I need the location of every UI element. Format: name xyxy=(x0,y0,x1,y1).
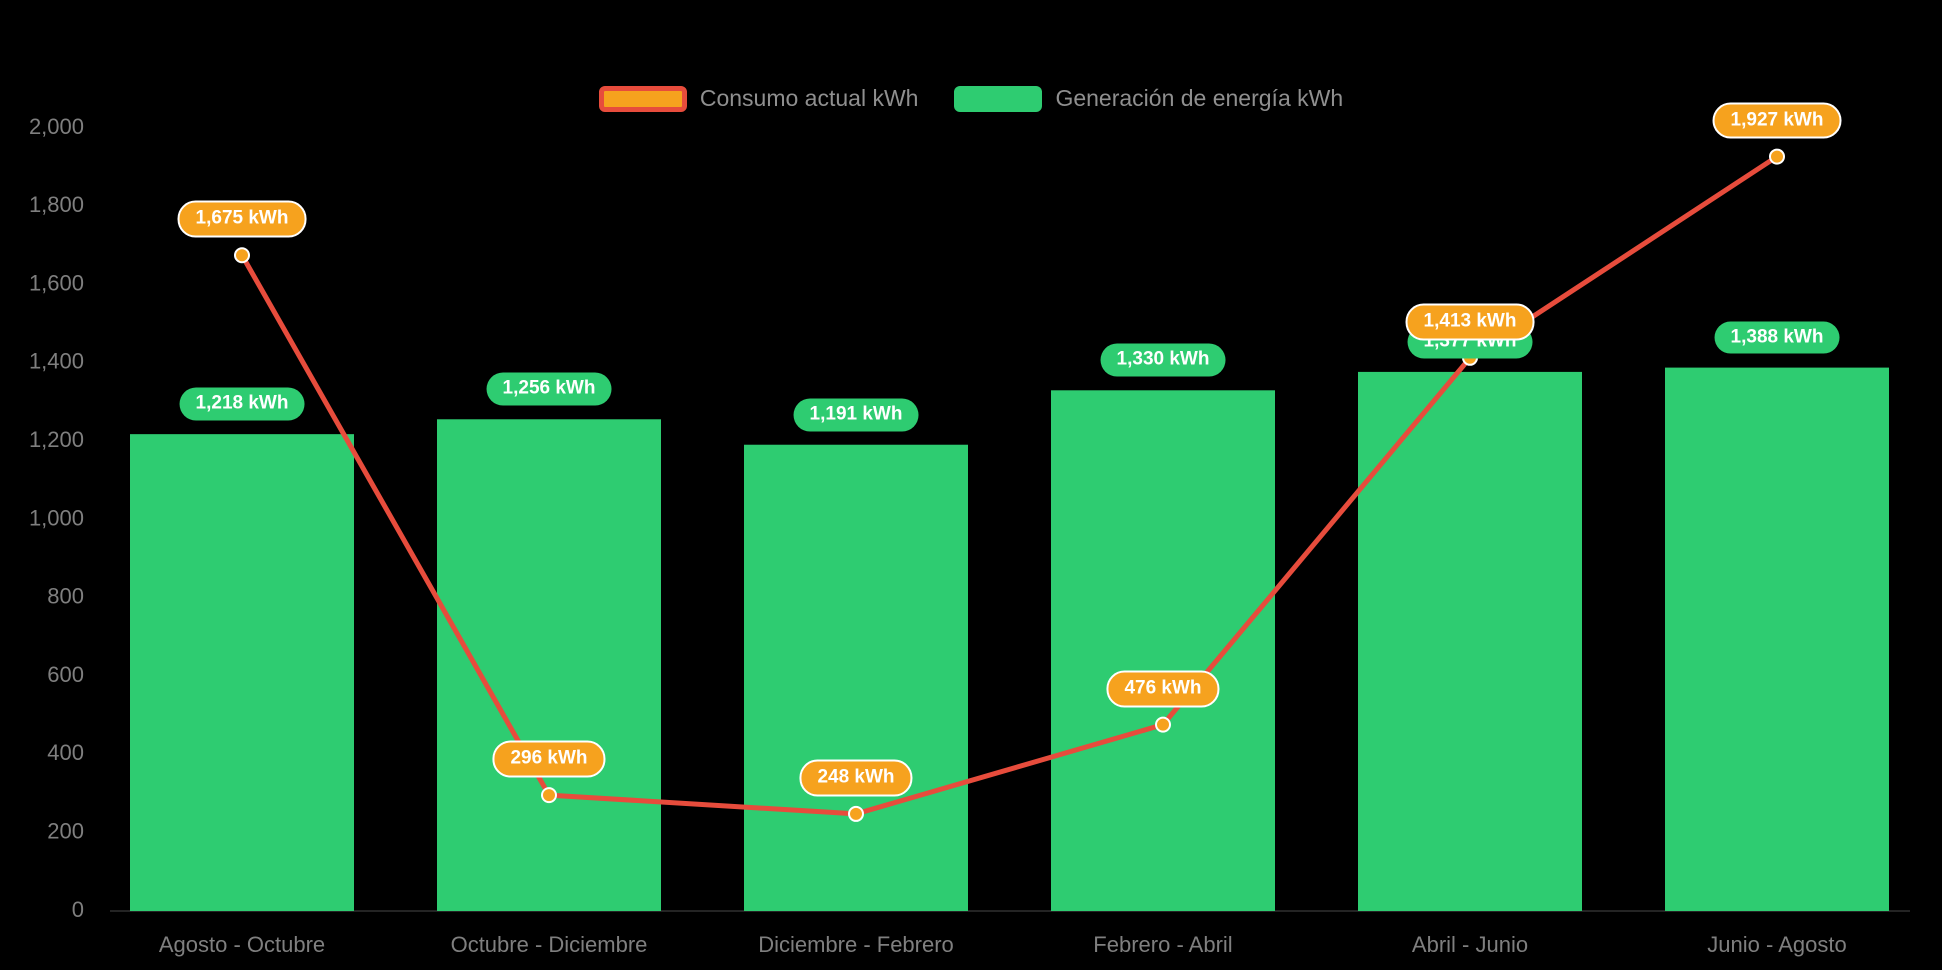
legend-label-generacion: Generación de energía kWh xyxy=(1055,85,1344,111)
x-category-label: Abril - Junio xyxy=(1412,932,1528,957)
generation-bar[interactable] xyxy=(130,434,354,911)
bar-value-label: 1,191 kWh xyxy=(793,398,919,432)
y-tick-label: 1,200 xyxy=(29,427,84,452)
x-category-label: Febrero - Abril xyxy=(1093,932,1232,957)
data-point-marker[interactable] xyxy=(848,805,864,822)
generation-bar[interactable] xyxy=(1358,371,1582,911)
y-tick-label: 200 xyxy=(47,819,84,844)
consumo-swatch-icon xyxy=(598,85,687,112)
x-category-label: Octubre - Diciembre xyxy=(451,932,648,957)
bar-value-label: 1,256 kWh xyxy=(486,372,612,406)
bar-value-label: 1,218 kWh xyxy=(179,387,305,421)
y-tick-label: 0 xyxy=(72,897,84,922)
y-tick-label: 800 xyxy=(47,584,84,609)
y-tick-label: 1,800 xyxy=(29,192,84,217)
bar-value-label: 1,330 kWh xyxy=(1100,343,1226,377)
y-tick-label: 1,400 xyxy=(29,349,84,374)
data-point-marker[interactable] xyxy=(541,787,557,804)
generation-bar[interactable] xyxy=(1665,367,1889,911)
line-value-label: 248 kWh xyxy=(799,759,913,797)
line-value-label: 1,675 kWh xyxy=(177,200,307,238)
line-value-label: 1,927 kWh xyxy=(1712,102,1842,140)
legend-item-generacion[interactable]: Generación de energía kWh xyxy=(954,85,1343,112)
line-value-label: 476 kWh xyxy=(1106,670,1220,708)
y-tick-label: 1,000 xyxy=(29,505,84,530)
y-tick-label: 600 xyxy=(47,662,84,687)
generation-bar[interactable] xyxy=(1051,390,1275,911)
chart-legend: Consumo actual kWh Generación de energía… xyxy=(0,85,1942,112)
x-category-label: Junio - Agosto xyxy=(1707,932,1846,957)
generation-bar[interactable] xyxy=(744,444,968,911)
x-category-label: Agosto - Octubre xyxy=(159,932,325,957)
legend-label-consumo: Consumo actual kWh xyxy=(699,85,919,111)
x-category-label: Diciembre - Febrero xyxy=(758,932,954,957)
bar-value-label: 1,388 kWh xyxy=(1714,321,1840,355)
data-point-marker[interactable] xyxy=(1769,148,1785,165)
y-tick-label: 2,000 xyxy=(29,114,84,139)
line-value-label: 296 kWh xyxy=(492,740,606,778)
legend-item-consumo[interactable]: Consumo actual kWh xyxy=(598,85,919,112)
generacion-swatch-icon xyxy=(954,85,1043,112)
data-point-marker[interactable] xyxy=(1155,716,1171,733)
data-point-marker[interactable] xyxy=(234,247,250,264)
y-tick-label: 1,600 xyxy=(29,270,84,295)
generation-bar[interactable] xyxy=(437,419,661,911)
y-tick-label: 400 xyxy=(47,740,84,765)
line-value-label: 1,413 kWh xyxy=(1405,303,1535,341)
